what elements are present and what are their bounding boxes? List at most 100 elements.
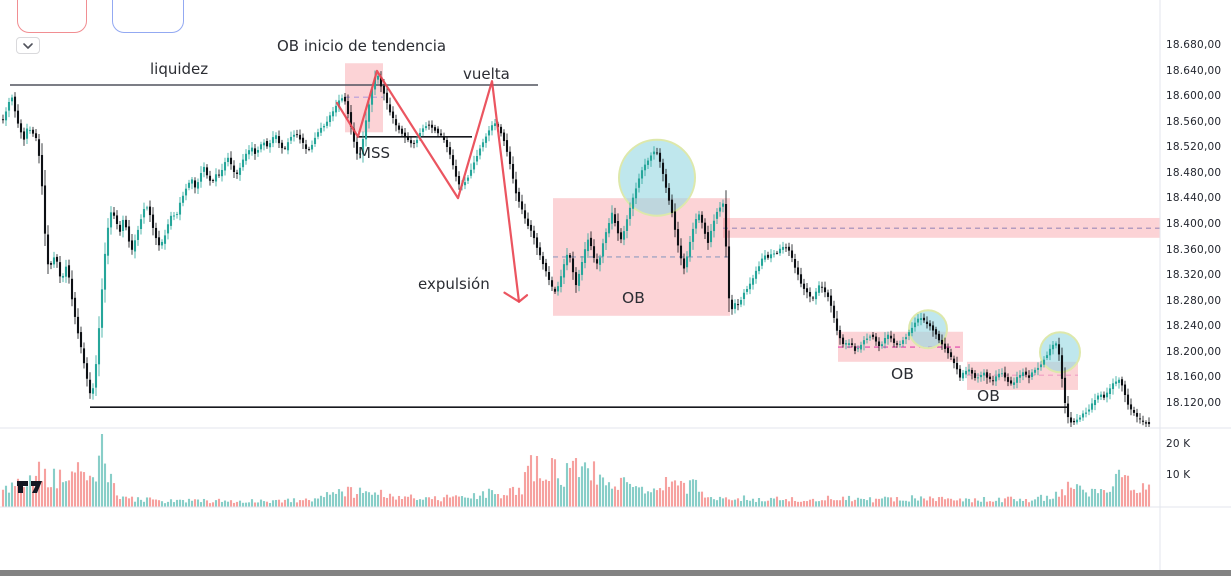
tradingview-logo-glyph-1: [17, 481, 28, 493]
annotation-ob-right[interactable]: OB: [977, 387, 1000, 405]
candle-body: [1015, 377, 1019, 383]
volume-bar: [793, 500, 797, 507]
candle-body: [235, 172, 239, 174]
volume-bar: [151, 499, 155, 507]
volume-bar: [559, 484, 563, 507]
volume-bar: [1018, 498, 1022, 507]
pill-button-red[interactable]: [17, 0, 87, 33]
candle-body: [484, 136, 488, 143]
candle-body: [649, 155, 653, 161]
annotation-ob-mid[interactable]: OB: [891, 365, 914, 383]
volume-bar: [889, 497, 893, 507]
candle-body: [424, 126, 428, 129]
candle-body: [142, 209, 146, 218]
candle-body: [952, 358, 956, 364]
candle-body: [316, 132, 320, 137]
candle-body: [715, 211, 719, 219]
candle-body: [58, 262, 62, 277]
volume-bar: [25, 486, 29, 507]
annotation-reversal[interactable]: vuelta: [463, 65, 510, 83]
volume-bar: [304, 498, 308, 507]
volume-bar: [1024, 498, 1028, 507]
volume-bar: [451, 496, 455, 507]
candle-body: [10, 97, 14, 102]
volume-bar: [940, 496, 944, 507]
candle-body: [337, 100, 341, 108]
panel-divider[interactable]: [0, 570, 1231, 576]
candle-body: [1087, 409, 1091, 412]
pill-button-blue[interactable]: [112, 0, 184, 33]
volume-bar: [79, 471, 83, 507]
volume-bar: [22, 487, 26, 507]
volume-bar: [574, 458, 578, 507]
candle-body: [187, 182, 191, 188]
candle-body: [619, 232, 623, 240]
volume-bar: [274, 499, 278, 507]
volume-bar: [424, 497, 428, 507]
candle-body: [442, 136, 446, 140]
volume-bar: [604, 485, 608, 507]
candle-body: [1147, 421, 1151, 425]
candle-body: [325, 121, 329, 126]
annotation-expulsion[interactable]: expulsión: [418, 275, 490, 293]
candle-body: [340, 98, 344, 101]
candle-body: [796, 267, 800, 275]
volume-bar: [457, 496, 461, 507]
candle-body: [700, 214, 704, 223]
candle-body: [166, 224, 170, 234]
annotation-liquidity[interactable]: liquidez: [150, 60, 209, 78]
candle-body: [1033, 369, 1037, 373]
volume-bar: [910, 495, 914, 507]
volume-bar: [349, 487, 353, 507]
candle-body: [577, 273, 581, 286]
candle-body: [415, 139, 419, 144]
candle-body: [958, 368, 962, 378]
volume-bar: [292, 498, 296, 507]
annotation-ob-trend-start[interactable]: OB inicio de tendencia: [277, 37, 447, 55]
candle-body: [580, 261, 584, 275]
candle-body: [769, 254, 773, 259]
volume-bar: [58, 469, 62, 507]
volume-bar: [565, 463, 569, 507]
volume-bar: [619, 477, 623, 507]
volume-bar: [370, 494, 374, 507]
candle-body: [925, 321, 929, 325]
volume-bar: [556, 478, 560, 507]
candle-body: [412, 142, 416, 144]
collapse-toolbar-button[interactable]: [16, 37, 40, 54]
annotation-mss[interactable]: MSS: [358, 144, 390, 162]
candle-body: [937, 333, 941, 341]
annotation-ob-big[interactable]: OB: [622, 289, 645, 307]
tradingview-logo[interactable]: [16, 476, 44, 498]
candle-body: [643, 164, 647, 171]
candle-body: [592, 246, 596, 258]
candle-body: [841, 337, 845, 345]
volume-bar: [19, 486, 23, 507]
price-tick-label: 18.360,00: [1166, 243, 1222, 256]
volume-bar: [1126, 475, 1130, 507]
volume-bar: [877, 498, 881, 507]
volume-bar: [1135, 493, 1139, 507]
volume-bar: [460, 496, 464, 507]
volume-bar: [493, 494, 497, 507]
candle-body: [1123, 384, 1127, 395]
volume-bar: [295, 502, 299, 507]
candle-body: [115, 215, 119, 224]
volume-bar: [130, 496, 134, 507]
candle-body: [172, 215, 176, 217]
candle-body: [268, 143, 272, 148]
trend-zigzag-line[interactable]: [335, 69, 521, 303]
candle-body: [97, 328, 101, 365]
volume-bar: [1102, 490, 1106, 507]
candle-body: [1027, 375, 1031, 378]
volume-bar: [1057, 496, 1061, 507]
volume-bar: [862, 499, 866, 507]
volume-bar: [745, 499, 749, 507]
candle-body: [790, 250, 794, 258]
volume-bar: [358, 487, 362, 507]
volume-bar: [1087, 496, 1091, 507]
volume-bar: [622, 477, 626, 507]
volume-bar: [814, 501, 818, 507]
highlight-circle-1[interactable]: [618, 138, 696, 217]
